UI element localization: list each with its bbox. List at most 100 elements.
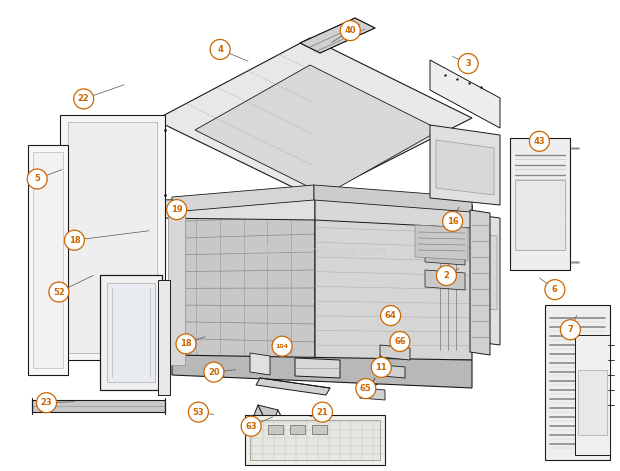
Text: 52: 52 [53,287,64,297]
Text: 104: 104 [276,344,288,349]
Polygon shape [578,370,607,435]
Polygon shape [436,140,494,195]
Text: 21: 21 [317,407,328,417]
Polygon shape [290,425,305,434]
Circle shape [357,439,363,445]
Polygon shape [382,365,405,378]
Circle shape [436,266,456,285]
Circle shape [210,40,230,59]
Polygon shape [268,425,283,434]
Polygon shape [430,60,500,128]
Polygon shape [100,275,162,390]
Text: 7: 7 [567,325,574,334]
Text: 43: 43 [534,137,545,146]
Text: 3: 3 [465,59,471,68]
Circle shape [74,89,94,109]
Polygon shape [430,125,500,205]
Circle shape [356,379,376,398]
Circle shape [545,280,565,300]
Circle shape [390,332,410,351]
Text: 65: 65 [360,384,371,393]
Circle shape [176,334,196,354]
Polygon shape [295,358,340,378]
Circle shape [302,439,308,445]
Polygon shape [425,240,465,265]
Polygon shape [250,353,270,375]
Polygon shape [425,270,465,290]
Polygon shape [360,388,385,400]
Text: 64: 64 [385,311,396,320]
Circle shape [312,402,332,422]
Text: 6: 6 [552,285,558,294]
Text: eReplacementParts.com: eReplacementParts.com [234,245,386,259]
Polygon shape [68,122,157,353]
Polygon shape [315,198,472,360]
Text: 63: 63 [246,422,257,431]
Text: 66: 66 [394,337,405,346]
Circle shape [560,320,580,340]
Circle shape [443,211,463,231]
Circle shape [327,434,343,450]
Polygon shape [312,425,327,434]
Circle shape [340,21,360,41]
Polygon shape [515,180,565,250]
Text: 11: 11 [376,363,387,372]
Polygon shape [172,198,315,360]
Circle shape [204,362,224,382]
Circle shape [370,375,380,385]
Polygon shape [250,420,380,460]
Polygon shape [155,38,472,198]
Circle shape [267,434,283,450]
Circle shape [529,131,549,151]
Circle shape [272,439,278,445]
Circle shape [332,439,338,445]
Text: 20: 20 [208,367,219,377]
Circle shape [27,169,47,189]
Text: 4: 4 [217,45,223,54]
Polygon shape [545,305,610,460]
Text: 19: 19 [171,205,182,214]
Text: 18: 18 [180,339,192,349]
Polygon shape [107,283,155,382]
Polygon shape [575,335,610,455]
Text: 23: 23 [41,398,52,407]
Text: 5: 5 [34,174,40,184]
Circle shape [272,336,292,356]
Text: 53: 53 [193,407,204,417]
Polygon shape [28,145,68,375]
Polygon shape [172,355,472,388]
Polygon shape [60,115,165,360]
Text: 40: 40 [345,26,356,35]
Text: 2: 2 [443,271,449,280]
Circle shape [167,200,187,219]
Polygon shape [168,205,185,365]
Text: 16: 16 [447,217,458,226]
Circle shape [458,54,478,73]
Polygon shape [155,198,315,220]
Polygon shape [195,65,440,195]
Circle shape [37,393,56,413]
Polygon shape [172,185,314,212]
Polygon shape [33,152,63,368]
Circle shape [297,434,313,450]
Circle shape [64,230,84,250]
Polygon shape [314,185,472,212]
Polygon shape [480,235,497,310]
Polygon shape [510,138,570,270]
Polygon shape [158,280,170,395]
Circle shape [49,282,69,302]
Circle shape [241,416,261,436]
Polygon shape [415,225,468,260]
Polygon shape [315,198,472,228]
Polygon shape [250,405,278,430]
Polygon shape [470,210,490,355]
Text: 18: 18 [69,236,80,245]
Text: 22: 22 [78,94,89,104]
Circle shape [188,402,208,422]
Polygon shape [477,215,500,345]
Circle shape [371,357,391,377]
Polygon shape [256,378,330,395]
Circle shape [352,434,368,450]
Polygon shape [300,18,375,53]
Polygon shape [32,400,165,412]
